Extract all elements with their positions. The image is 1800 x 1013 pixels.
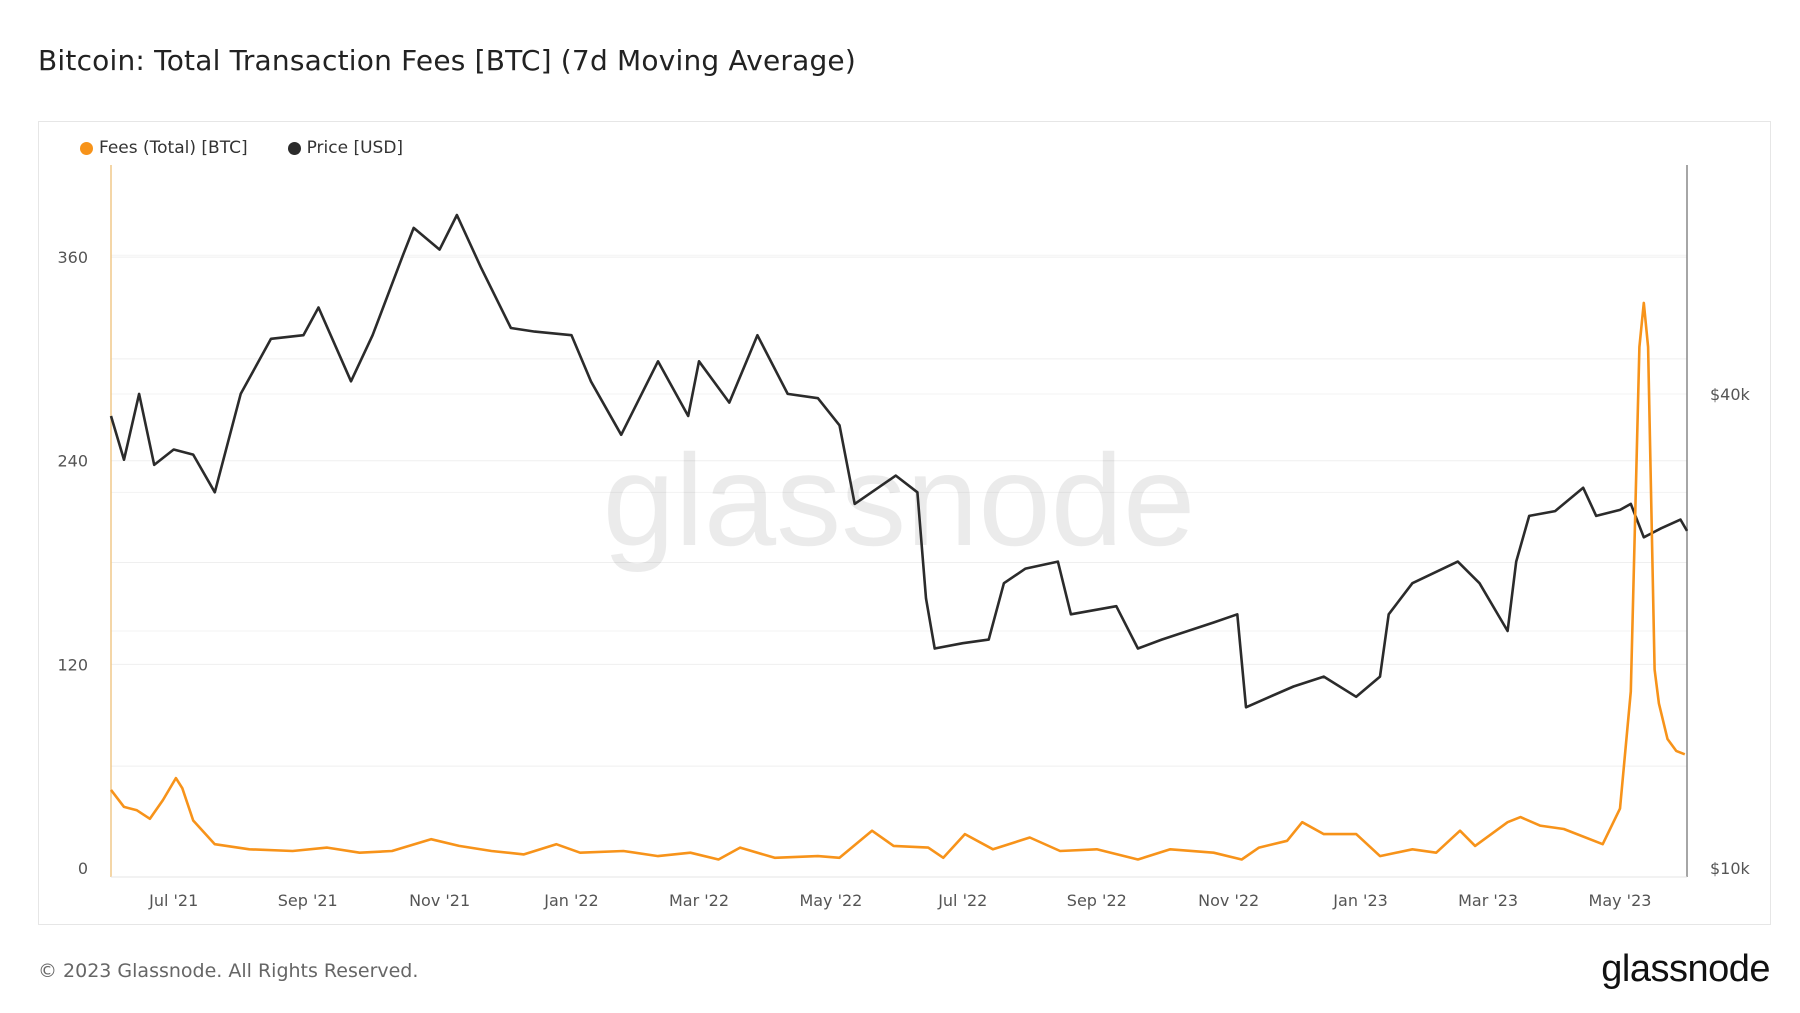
y-left-tick-label: 360 [57,248,88,267]
x-tick-label: May '22 [799,891,862,910]
legend: Fees (Total) [BTC] Price [USD] [80,138,403,158]
x-tick-label: Mar '22 [669,891,729,910]
x-tick-label: May '23 [1589,891,1652,910]
y-left-tick-label: 120 [57,655,88,674]
watermark: glassnode [603,427,1196,573]
fees-line [109,301,1686,861]
price-line [109,213,1689,709]
x-tick-label: Jul '22 [937,891,987,910]
copyright: © 2023 Glassnode. All Rights Reserved. [38,960,419,982]
x-tick-label: Jan '22 [543,891,599,910]
y-right-tick-label: $40k [1710,385,1751,404]
x-tick-label: Jan '23 [1332,891,1388,910]
y-left-tick-label: 0 [78,859,88,878]
legend-dot-icon [287,141,301,155]
glassnode-logo: glassnode [1601,948,1770,990]
x-tick-label: Jul '21 [148,891,198,910]
x-tick-label: Sep '22 [1067,891,1127,910]
legend-dot-icon [80,141,93,155]
y-left-tick-label: 240 [57,452,88,471]
legend-label: Fees (Total) [BTC] [99,138,248,158]
legend-item-fees[interactable]: Fees (Total) [BTC] [80,138,248,158]
x-tick-label: Sep '21 [278,891,338,910]
x-tick-label: Nov '21 [409,891,470,910]
chart-title: Bitcoin: Total Transaction Fees [BTC] (7… [38,44,856,77]
chart-frame [38,121,1771,925]
x-tick-label: Nov '22 [1198,891,1259,910]
legend-label: Price [USD] [306,138,404,158]
y-right-tick-label: $10k [1710,859,1751,878]
legend-item-price[interactable]: Price [USD] [287,138,404,158]
x-tick-label: Mar '23 [1458,891,1518,910]
